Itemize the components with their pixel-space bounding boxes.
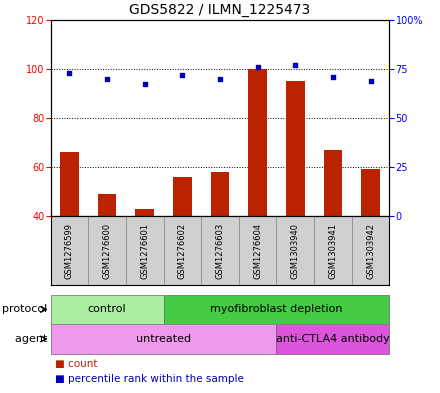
Point (141, 81, 148, 88)
Bar (201, 216, 239, 285)
Bar (276, 216, 314, 285)
Text: GSM1276603: GSM1276603 (216, 222, 224, 279)
Point (179, 72, 186, 78)
Text: agent: agent (15, 334, 51, 344)
Text: GSM1276601: GSM1276601 (140, 222, 149, 279)
Point (254, 64, 261, 70)
Text: GSM1303941: GSM1303941 (328, 222, 337, 279)
Bar (164, 216, 201, 285)
Text: ■ percentile rank within the sample: ■ percentile rank within the sample (55, 374, 244, 384)
Bar (98, 194, 117, 216)
Point (66, 70, 73, 76)
Text: anti-CTLA4 antibody: anti-CTLA4 antibody (276, 334, 390, 344)
Bar (126, 216, 164, 285)
Point (216, 75, 224, 82)
Text: GSM1276602: GSM1276602 (178, 222, 187, 279)
Bar (248, 69, 267, 216)
Bar (136, 209, 154, 216)
Text: GSM1276604: GSM1276604 (253, 222, 262, 279)
Text: myofibroblast depletion: myofibroblast depletion (210, 305, 343, 314)
Text: GSM1303940: GSM1303940 (291, 222, 300, 279)
Bar (164, 295, 389, 324)
Point (292, 62, 299, 68)
Bar (211, 172, 229, 216)
Text: protocol: protocol (2, 305, 51, 314)
Bar (51, 216, 88, 285)
Bar (314, 216, 352, 285)
Text: GSM1276599: GSM1276599 (65, 222, 74, 279)
Bar (323, 150, 342, 216)
Text: untreated: untreated (136, 334, 191, 344)
Bar (88, 216, 126, 285)
Text: control: control (88, 305, 126, 314)
Bar (276, 324, 389, 354)
Bar (352, 216, 389, 285)
Bar (361, 169, 380, 216)
Point (103, 75, 110, 82)
Point (330, 73, 337, 80)
Text: GSM1276600: GSM1276600 (103, 222, 112, 279)
Bar (286, 81, 305, 216)
Text: ■ count: ■ count (55, 358, 98, 369)
Bar (239, 216, 276, 285)
Point (367, 77, 374, 84)
Bar (51, 324, 276, 354)
Title: GDS5822 / ILMN_1225473: GDS5822 / ILMN_1225473 (129, 3, 311, 17)
Bar (173, 177, 192, 216)
Bar (60, 152, 79, 216)
Bar (51, 295, 164, 324)
Text: GSM1303942: GSM1303942 (366, 222, 375, 279)
